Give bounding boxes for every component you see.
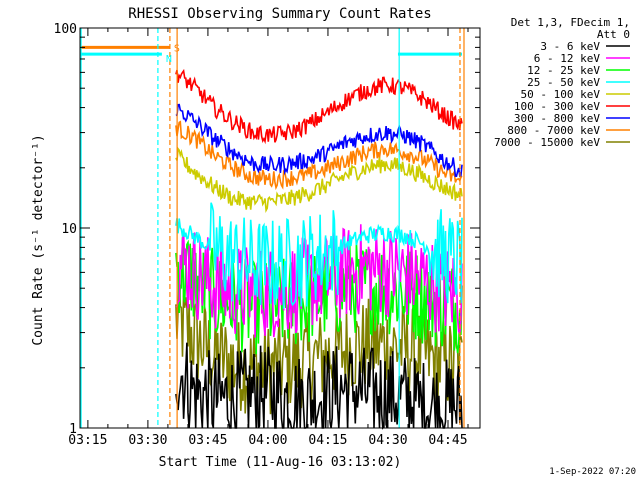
series-line bbox=[175, 120, 463, 191]
y-axis-label: Count Rate (s⁻¹ detector⁻¹) bbox=[31, 134, 46, 345]
text-labels: RHESSI Observing Summary Count Rates Sta… bbox=[31, 6, 636, 477]
legend-header: Det 1,3, FDecim 1, bbox=[511, 16, 630, 29]
series-line bbox=[175, 342, 463, 430]
y-tick-label: 10 bbox=[61, 222, 77, 237]
series-line bbox=[175, 103, 463, 178]
y-tick-label: 1 bbox=[69, 422, 77, 437]
x-tick-label: 04:00 bbox=[248, 433, 287, 448]
legend-label: 25 - 50 keV bbox=[527, 76, 600, 89]
legend-label: 12 - 25 keV bbox=[527, 64, 600, 77]
instrument-markers: SN bbox=[80, 28, 465, 428]
chart-title: RHESSI Observing Summary Count Rates bbox=[128, 6, 431, 22]
series-line bbox=[175, 146, 463, 213]
series-line bbox=[175, 224, 463, 338]
legend-header: Att 0 bbox=[597, 28, 630, 41]
footer-timestamp: 1-Sep-2022 07:20 bbox=[549, 467, 636, 477]
legend-label: 300 - 800 keV bbox=[514, 112, 600, 125]
legend-label: 7000 - 15000 keV bbox=[494, 136, 600, 149]
series-line bbox=[175, 237, 463, 355]
flag-annotation: N bbox=[166, 54, 172, 65]
x-tick-label: 03:45 bbox=[188, 433, 227, 448]
series-line bbox=[175, 202, 463, 309]
legend-label: 100 - 300 keV bbox=[514, 100, 600, 113]
x-tick-label: 04:30 bbox=[368, 433, 407, 448]
x-tick-label: 04:45 bbox=[428, 433, 467, 448]
legend-label: 3 - 6 keV bbox=[540, 40, 600, 53]
legend-label: 6 - 12 keV bbox=[534, 52, 601, 65]
legend-label: 800 - 7000 keV bbox=[507, 124, 600, 137]
y-tick-label: 100 bbox=[54, 22, 77, 37]
plot-axes: 03:15 03:30 03:45 04:00 04:15 04:30 04:45 1 10 10… bbox=[54, 22, 481, 448]
legend-label: 50 - 100 keV bbox=[521, 88, 601, 101]
x-tick-label: 04:15 bbox=[308, 433, 347, 448]
x-tick-label: 03:30 bbox=[128, 433, 167, 448]
flag-annotation: S bbox=[174, 43, 180, 54]
series-line bbox=[175, 68, 463, 145]
series-traces bbox=[175, 68, 463, 430]
x-tick-label: 03:15 bbox=[68, 433, 107, 448]
x-axis-label: Start Time (11-Aug-16 03:13:02) bbox=[159, 455, 402, 470]
